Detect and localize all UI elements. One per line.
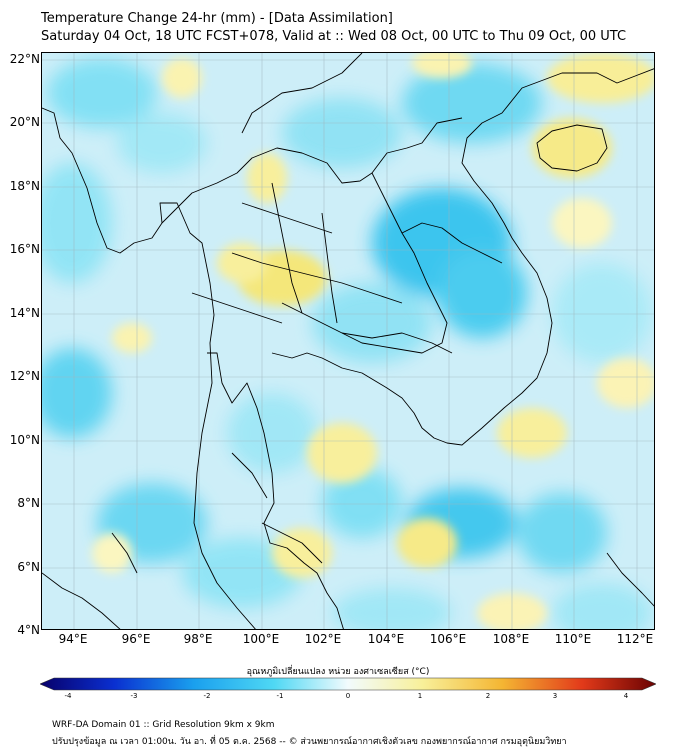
colorbar-tick: -2 [203, 692, 211, 700]
lat-label: 18°N [9, 179, 40, 193]
lon-label: 100°E [242, 632, 280, 646]
lon-label: 110°E [554, 632, 592, 646]
chart-subtitle: Saturday 04 Oct, 18 UTC FCST+078, Valid … [41, 29, 627, 44]
lat-label: 4°N [17, 623, 40, 637]
lat-label: 22°N [9, 52, 40, 66]
colorbar [40, 677, 656, 691]
colorbar-tick: -1 [276, 692, 284, 700]
colorbar-tick: -3 [130, 692, 138, 700]
lon-label: 108°E [492, 632, 530, 646]
lon-label: 102°E [304, 632, 342, 646]
chart-title: Temperature Change 24-hr (mm) - [Data As… [41, 11, 393, 26]
lat-label: 10°N [9, 433, 40, 447]
footer-model-info: WRF-DA Domain 01 :: Grid Resolution 9km … [52, 720, 275, 730]
colorbar-tick: 1 [417, 692, 423, 700]
colorbar-tick: 2 [485, 692, 491, 700]
lon-label: 104°E [367, 632, 405, 646]
footer-credit: ปรับปรุงข้อมูล ณ เวลา 01:00น. วัน อา. ที… [52, 737, 567, 747]
graticule [42, 53, 654, 629]
lat-label: 20°N [9, 115, 40, 129]
colorbar-title: อุณหภูมิเปลี่ยนแปลง หน่วย องศาเซลเซียส (… [246, 667, 430, 677]
lat-label: 14°N [9, 306, 40, 320]
lon-label: 106°E [429, 632, 467, 646]
lon-label: 98°E [183, 632, 213, 646]
lat-label: 8°N [17, 496, 40, 510]
lat-label: 12°N [9, 369, 40, 383]
lat-label: 16°N [9, 242, 40, 256]
colorbar-tick: 0 [345, 692, 351, 700]
lon-label: 94°E [58, 632, 88, 646]
colorbar-tick: 3 [552, 692, 558, 700]
colorbar-tick: -4 [64, 692, 72, 700]
lon-label: 112°E [616, 632, 654, 646]
lon-label: 96°E [121, 632, 151, 646]
lat-label: 6°N [17, 560, 40, 574]
map-canvas [42, 53, 654, 629]
colorbar-tick: 4 [623, 692, 629, 700]
map-panel [41, 52, 655, 630]
coastlines-borders [42, 53, 654, 629]
